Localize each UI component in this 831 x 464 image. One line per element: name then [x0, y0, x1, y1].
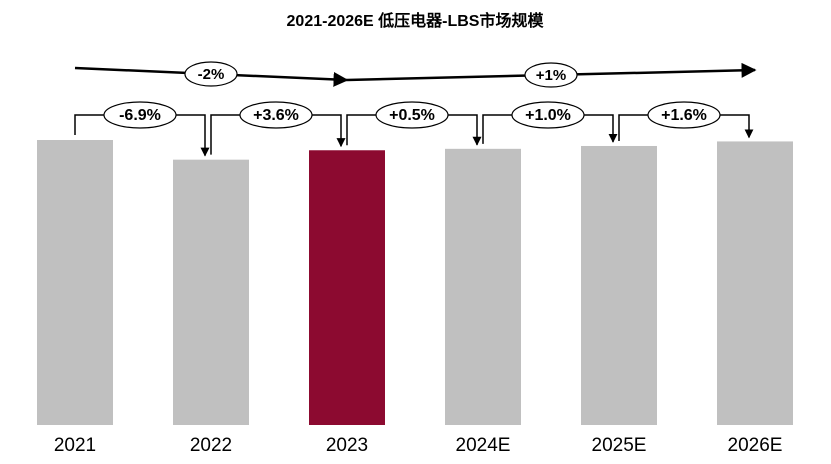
trend-bubble — [524, 62, 578, 88]
bar — [173, 159, 249, 426]
change-label: +3.6% — [253, 107, 299, 124]
x-tick-label: 2025E — [592, 435, 647, 456]
trend-label: +1% — [536, 67, 566, 84]
change-label: +1.0% — [525, 107, 571, 124]
x-tick-label: 2024E — [456, 435, 511, 456]
x-tick-label: 2022 — [190, 435, 232, 456]
trend-label: -2% — [198, 66, 225, 83]
change-label: +0.5% — [389, 107, 435, 124]
bar — [581, 145, 657, 426]
change-bubble — [375, 101, 449, 129]
change-label: +1.6% — [661, 107, 707, 124]
bar — [445, 148, 521, 425]
change-bubble — [647, 101, 721, 129]
x-tick-label: 2023 — [326, 435, 368, 456]
chart-title: 2021-2026E 低压电器-LBS市场规模 — [287, 11, 545, 30]
trend-bubble — [184, 61, 238, 87]
change-label: -6.9% — [119, 107, 161, 124]
x-tick-label: 2021 — [54, 435, 96, 456]
bar — [717, 141, 793, 426]
change-bubble — [511, 101, 585, 129]
bar — [37, 140, 113, 425]
x-tick-label: 2026E — [728, 435, 783, 456]
bar — [309, 150, 385, 425]
change-bubble — [103, 101, 177, 129]
change-bubble — [239, 101, 313, 129]
